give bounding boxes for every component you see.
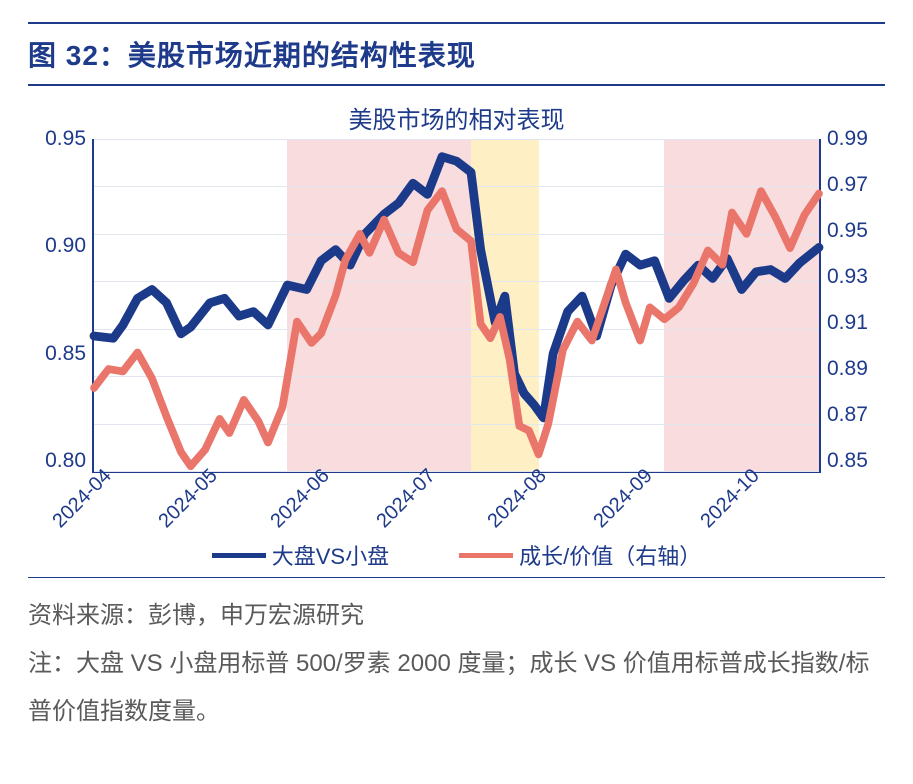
y-right-tick: 0.85 [827,449,885,473]
x-tick: 2024-08 [483,465,551,533]
y-right-tick: 0.89 [827,357,885,381]
y-axis-right-labels: 0.99 0.97 0.95 0.93 0.91 0.89 0.87 0.85 [821,127,885,473]
y-right-tick: 0.93 [827,265,885,289]
x-tick: 2024-09 [590,465,658,533]
figure-footer: 资料来源：彭博，申万宏源研究 注：大盘 VS 小盘用标普 500/罗素 2000… [28,592,885,736]
chart-title: 美股市场的相对表现 [28,100,885,135]
x-tick: 2024-07 [372,465,440,533]
chart-area: 0.95 0.90 0.85 0.80 2024-042024-052024-0620… [28,139,885,473]
legend-item: 大盘VS小盘 [212,539,389,571]
line-series-svg [94,139,819,471]
legend-swatch [212,553,266,558]
y-axis-left-labels: 0.95 0.90 0.85 0.80 [28,127,92,473]
legend: 大盘VS小盘 成长/价值（右轴） [28,539,885,578]
page: 图 32：美股市场近期的结构性表现 美股市场的相对表现 0.95 0.90 0.85… [0,0,913,784]
y-right-tick: 0.87 [827,403,885,427]
series-line [94,157,819,418]
y-right-tick: 0.97 [827,173,885,197]
legend-swatch [459,553,513,558]
legend-label: 成长/价值（右轴） [519,539,701,571]
y-left-tick: 0.80 [28,449,86,473]
y-left-tick: 0.90 [28,234,86,258]
x-axis-labels: 2024-042024-052024-062024-072024-082024-… [94,471,819,472]
plot-area: 2024-042024-052024-062024-072024-082024-… [92,139,821,473]
x-tick: 2024-05 [155,465,223,533]
note-line: 注：大盘 VS 小盘用标普 500/罗素 2000 度量；成长 VS 价值用标普… [28,640,885,736]
legend-label: 大盘VS小盘 [272,539,389,571]
figure-header: 图 32：美股市场近期的结构性表现 [28,22,885,86]
x-tick: 2024-04 [48,465,116,533]
y-left-tick: 0.95 [28,127,86,151]
y-right-tick: 0.95 [827,219,885,243]
y-right-tick: 0.91 [827,311,885,335]
source-line: 资料来源：彭博，申万宏源研究 [28,592,885,640]
series-line [94,191,819,466]
y-left-tick: 0.85 [28,342,86,366]
x-tick: 2024-06 [266,465,334,533]
legend-item: 成长/价值（右轴） [459,539,701,571]
x-tick: 2024-10 [696,465,764,533]
y-right-tick: 0.99 [827,127,885,151]
